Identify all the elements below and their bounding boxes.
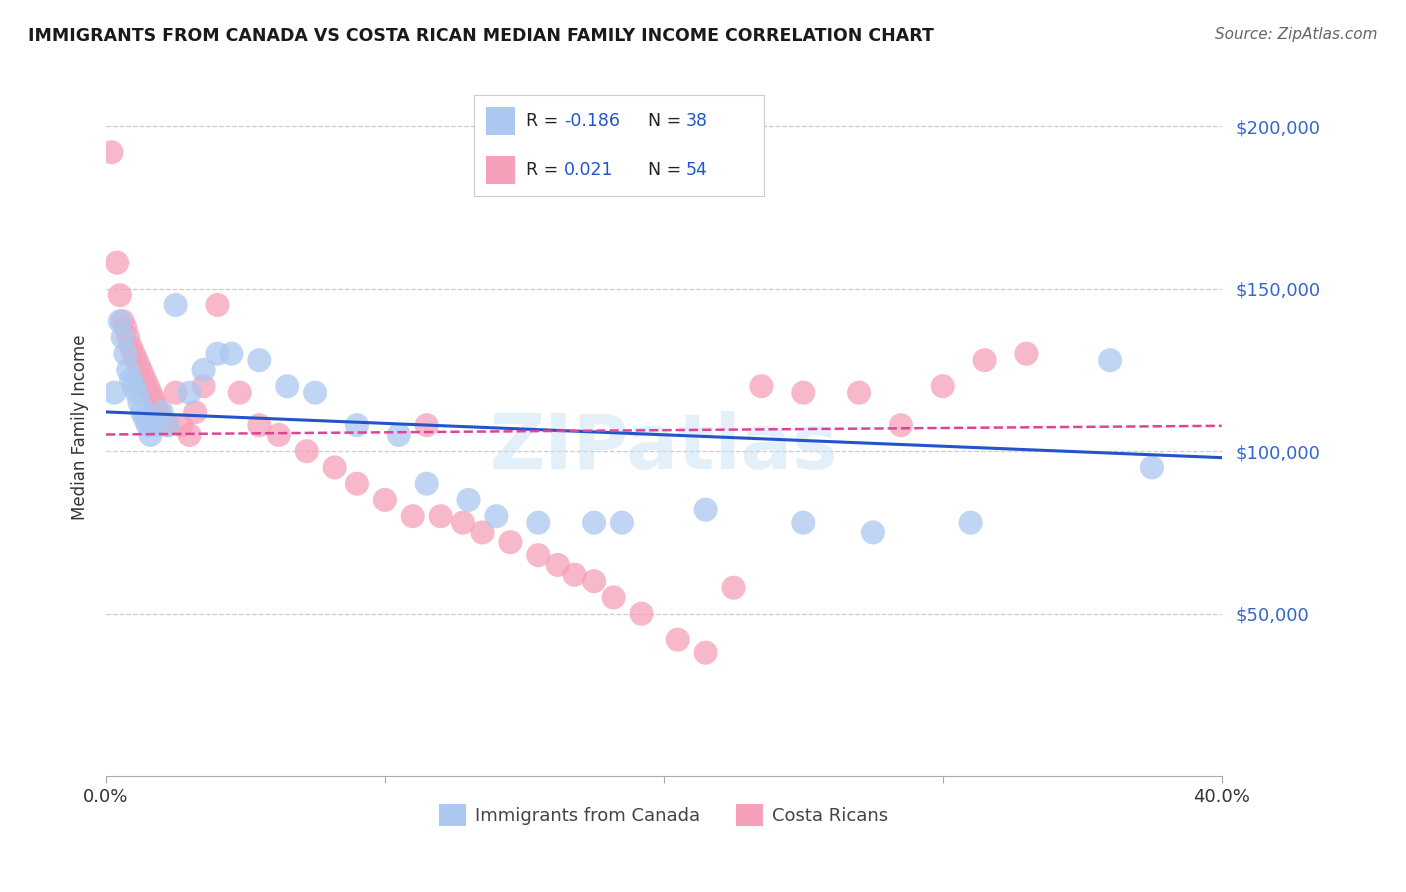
Point xyxy=(148,405,170,419)
Point xyxy=(959,516,981,530)
Point xyxy=(247,418,270,433)
Point xyxy=(165,298,187,312)
Point xyxy=(111,314,134,328)
Point xyxy=(695,646,717,660)
Point xyxy=(323,460,346,475)
Point xyxy=(136,379,159,393)
Point xyxy=(156,418,179,433)
Point xyxy=(122,379,145,393)
Point xyxy=(267,428,290,442)
Point xyxy=(304,385,326,400)
Point xyxy=(374,492,396,507)
Point xyxy=(751,379,773,393)
Point xyxy=(150,411,173,425)
Point xyxy=(485,509,508,524)
Point xyxy=(848,385,870,400)
Point xyxy=(125,353,148,368)
Point xyxy=(131,366,153,380)
Point xyxy=(156,418,179,433)
Point xyxy=(122,347,145,361)
Point xyxy=(165,385,187,400)
Point xyxy=(564,567,586,582)
Point xyxy=(139,385,162,400)
Point xyxy=(457,492,479,507)
Point xyxy=(105,255,128,269)
Point xyxy=(117,363,139,377)
Point xyxy=(131,405,153,419)
Point xyxy=(610,516,633,530)
Point xyxy=(125,385,148,400)
Point xyxy=(134,411,156,425)
Point xyxy=(128,359,150,374)
Point xyxy=(111,330,134,344)
Text: IMMIGRANTS FROM CANADA VS COSTA RICAN MEDIAN FAMILY INCOME CORRELATION CHART: IMMIGRANTS FROM CANADA VS COSTA RICAN ME… xyxy=(28,27,934,45)
Point xyxy=(108,314,131,328)
Point xyxy=(295,444,318,458)
Point xyxy=(221,347,243,361)
Point xyxy=(100,145,122,160)
Point xyxy=(108,288,131,302)
Point xyxy=(388,428,411,442)
Point xyxy=(583,516,606,530)
Point xyxy=(451,516,474,530)
Point xyxy=(547,558,569,572)
Point xyxy=(415,418,437,433)
Legend: Immigrants from Canada, Costa Ricans: Immigrants from Canada, Costa Ricans xyxy=(432,797,896,833)
Point xyxy=(134,373,156,387)
Point xyxy=(862,525,884,540)
Point xyxy=(229,385,252,400)
Point xyxy=(145,418,167,433)
Point xyxy=(346,418,368,433)
Point xyxy=(1015,347,1038,361)
Point xyxy=(499,535,522,549)
Point xyxy=(415,476,437,491)
Point xyxy=(890,418,912,433)
Point xyxy=(150,405,173,419)
Point xyxy=(792,385,814,400)
Point xyxy=(723,581,745,595)
Point xyxy=(1099,353,1122,368)
Point xyxy=(932,379,955,393)
Point xyxy=(114,347,136,361)
Point xyxy=(179,385,201,400)
Text: ZIPatlas: ZIPatlas xyxy=(489,411,838,484)
Point xyxy=(207,298,229,312)
Y-axis label: Median Family Income: Median Family Income xyxy=(72,334,89,519)
Point xyxy=(527,548,550,562)
Point xyxy=(170,418,193,433)
Point xyxy=(973,353,995,368)
Point xyxy=(1140,460,1163,475)
Point xyxy=(276,379,298,393)
Point xyxy=(139,428,162,442)
Point xyxy=(429,509,451,524)
Point xyxy=(583,574,606,589)
Point xyxy=(103,385,125,400)
Point xyxy=(145,399,167,413)
Point xyxy=(792,516,814,530)
Point xyxy=(630,607,652,621)
Point xyxy=(695,502,717,516)
Point xyxy=(179,428,201,442)
Point xyxy=(666,632,689,647)
Point xyxy=(602,591,624,605)
Point xyxy=(527,516,550,530)
Point xyxy=(142,392,165,407)
Point xyxy=(128,395,150,409)
Point xyxy=(184,405,207,419)
Point xyxy=(193,363,215,377)
Point xyxy=(346,476,368,491)
Point xyxy=(247,353,270,368)
Point xyxy=(193,379,215,393)
Point xyxy=(207,347,229,361)
Point xyxy=(136,418,159,433)
Text: Source: ZipAtlas.com: Source: ZipAtlas.com xyxy=(1215,27,1378,42)
Point xyxy=(120,340,142,354)
Point xyxy=(114,320,136,334)
Point xyxy=(471,525,494,540)
Point xyxy=(120,373,142,387)
Point xyxy=(117,330,139,344)
Point xyxy=(402,509,425,524)
